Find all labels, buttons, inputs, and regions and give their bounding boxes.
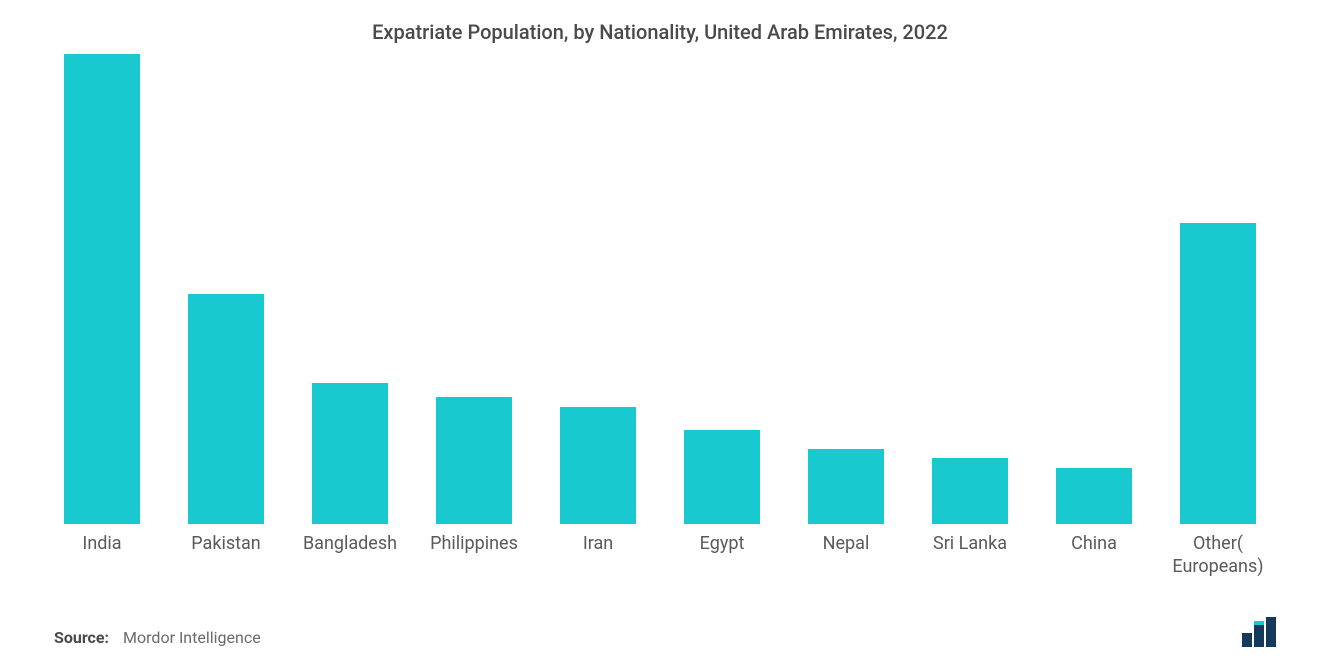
x-axis-label: China [1032, 532, 1156, 579]
x-axis-label: Bangladesh [288, 532, 412, 579]
bar-group [660, 54, 784, 524]
logo-bar-3 [1266, 617, 1276, 647]
source-value: Mordor Intelligence [123, 628, 261, 647]
bar [932, 458, 1009, 524]
bar [312, 383, 389, 524]
x-axis-label: Other( Europeans) [1156, 532, 1280, 579]
bar-group [412, 54, 536, 524]
bar [64, 54, 141, 524]
bar [436, 397, 513, 524]
source-block: Source: Mordor Intelligence [54, 628, 261, 647]
bar-group [1156, 54, 1280, 524]
bar-group [1032, 54, 1156, 524]
x-axis-label: Philippines [412, 532, 536, 579]
mordor-logo-icon [1242, 617, 1276, 647]
x-axis-label: Nepal [784, 532, 908, 579]
bar-group [288, 54, 412, 524]
plot-area [30, 54, 1290, 524]
bar-group [164, 54, 288, 524]
bar [188, 294, 265, 524]
x-axis-label: India [40, 532, 164, 579]
x-axis-labels: IndiaPakistanBangladeshPhilippinesIranEg… [30, 532, 1290, 579]
bar [684, 430, 761, 524]
logo-bar-1 [1242, 633, 1252, 647]
chart-title: Expatriate Population, by Nationality, U… [0, 0, 1320, 54]
bar [1056, 468, 1133, 524]
logo-bar-2 [1254, 625, 1264, 647]
x-axis-label: Iran [536, 532, 660, 579]
x-axis-label: Pakistan [164, 532, 288, 579]
chart-footer: Source: Mordor Intelligence [0, 617, 1320, 647]
x-axis-label: Sri Lanka [908, 532, 1032, 579]
chart-container: Expatriate Population, by Nationality, U… [0, 0, 1320, 665]
source-label: Source: [54, 628, 109, 647]
bar [1180, 223, 1257, 524]
x-axis-label: Egypt [660, 532, 784, 579]
bar-group [784, 54, 908, 524]
bar-group [908, 54, 1032, 524]
bar [560, 407, 637, 525]
bar-group [536, 54, 660, 524]
bar [808, 449, 885, 524]
bar-group [40, 54, 164, 524]
